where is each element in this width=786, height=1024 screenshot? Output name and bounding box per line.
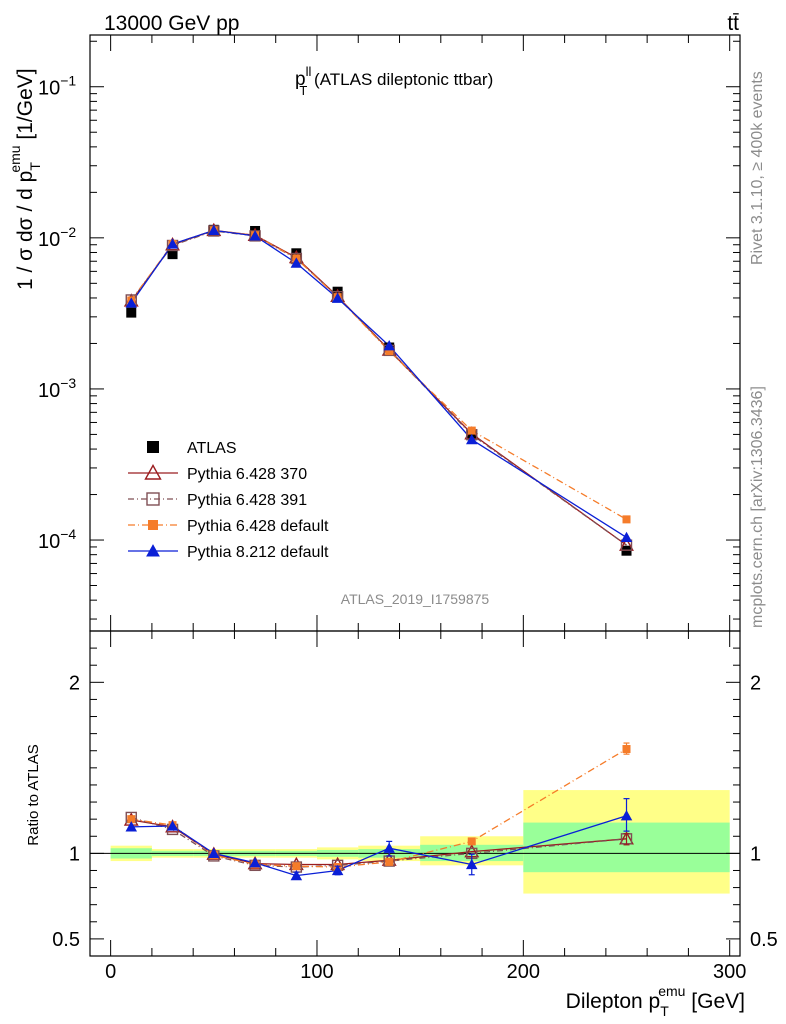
data-point [249,230,261,241]
data-point [146,492,160,506]
main-series-markers [123,222,634,556]
y-tick-label: 10−4 [38,526,76,553]
data-point [331,292,344,303]
x-axis-label-subscript: T [660,1003,669,1019]
ratio-y-tick-label: 2 [69,672,80,694]
y-axis-label-unit: [1/GeV] [14,68,37,145]
ratio-series-markers [123,742,634,881]
x-tick-label: 100 [300,961,333,983]
plot-title-main: p [295,69,306,90]
y-tick-label: 10−2 [38,224,76,251]
legend-entry: Pythia 6.428 391 [128,492,307,509]
data-point [127,815,136,824]
data-point [467,837,476,846]
legend-label: Pythia 6.428 370 [187,466,307,483]
data-point [622,515,631,524]
data-point [385,347,394,356]
data-point [620,531,633,543]
main-y-ticks: 10−1 10−2 10−3 10−4 [38,40,740,620]
energy-label: 13000 GeV pp [104,12,239,35]
data-point [465,433,478,445]
data-point [385,857,394,866]
data-point [467,426,476,435]
y-axis-label-subscript: T [27,162,43,171]
data-point [125,821,138,832]
mcplots-label: mcplots.cern.ch [arXiv:1306.3436] [749,386,766,628]
ratio-uncertainty-bands [110,790,730,894]
x-axis-label: Dilepton pTemu [GeV] [566,983,745,1019]
ratio-y-ticks: 0.5 0.5 1 1 2 2 [52,647,778,951]
plot-title: pll T (ATLAS dileptonic ttbar) [295,64,493,98]
process-label: tt̄ [727,12,739,35]
data-point [146,544,160,557]
ratio-y-tick-label-right: 2 [750,672,761,694]
data-point [148,520,158,530]
data-point [147,441,159,453]
ratio-y-tick-label: 1 [69,843,80,865]
plot-title-superscript: ll [306,64,312,79]
data-point [249,857,261,868]
y-tick-label: 10−1 [38,73,76,100]
ratio-y-axis-label: Ratio to ATLAS [25,744,42,845]
plot-title-rest: (ATLAS dileptonic ttbar) [309,70,493,89]
data-point [167,249,178,260]
ratio-plot-panel: 0.5 0.5 1 1 2 2 [52,630,778,957]
legend-entry: Pythia 6.428 default [128,518,329,535]
x-axis-label-unit: [GeV] [685,990,745,1013]
x-tick-label: 300 [713,961,746,983]
data-point [126,307,137,318]
legend-label: ATLAS [187,440,237,457]
x-tick-labels: 0 100 200 300 [105,961,746,983]
main-plot-frame [89,34,741,632]
ratio-plot-frame [89,630,741,957]
legend-entry: Pythia 6.428 370 [128,464,307,483]
legend-entry: Pythia 8.212 default [128,544,329,561]
y-axis-label-text: 1 / σ dσ / d p [14,171,37,290]
legend: ATLAS Pythia 6.428 370 Pythia 6.428 391 Pyt… [128,440,329,561]
legend-label: Pythia 8.212 default [187,544,329,561]
legend-entry: ATLAS [147,440,237,457]
rivet-label: Rivet 3.1.10, ≥ 400k events [749,71,766,265]
analysis-id: ATLAS_2019_I1759875 [341,591,490,607]
legend-label: Pythia 6.428 default [187,518,329,535]
main-plot-panel: 10−1 10−2 10−3 10−4 pll T (ATLAS dileptonic … [38,34,741,632]
data-point [166,238,179,249]
main-x-ticks [110,35,731,631]
x-axis-label-text: Dilepton p [566,990,661,1013]
ratio-y-tick-label: 0.5 [52,929,80,951]
x-tick-label: 0 [105,961,116,983]
data-point [383,340,395,351]
y-axis-label-superscript: emu [7,145,23,172]
plot-title-subscript: T [299,83,307,98]
legend-label: Pythia 6.428 391 [187,492,307,509]
y-axis-label: 1 / σ dσ / d pTemu [1/GeV] [7,68,43,290]
data-point [290,257,303,268]
ratio-y-tick-label-right: 1 [750,843,761,865]
data-point [208,224,220,235]
data-point [125,297,138,308]
x-axis-label-superscript: emu [658,983,685,999]
y-tick-label: 10−3 [38,375,76,402]
x-tick-label: 200 [507,961,540,983]
ratio-x-ticks [110,631,731,956]
data-point [292,862,301,871]
data-point [166,820,179,831]
data-point [144,464,162,480]
data-point [208,847,220,858]
ratio-y-tick-label-right: 0.5 [750,929,778,951]
